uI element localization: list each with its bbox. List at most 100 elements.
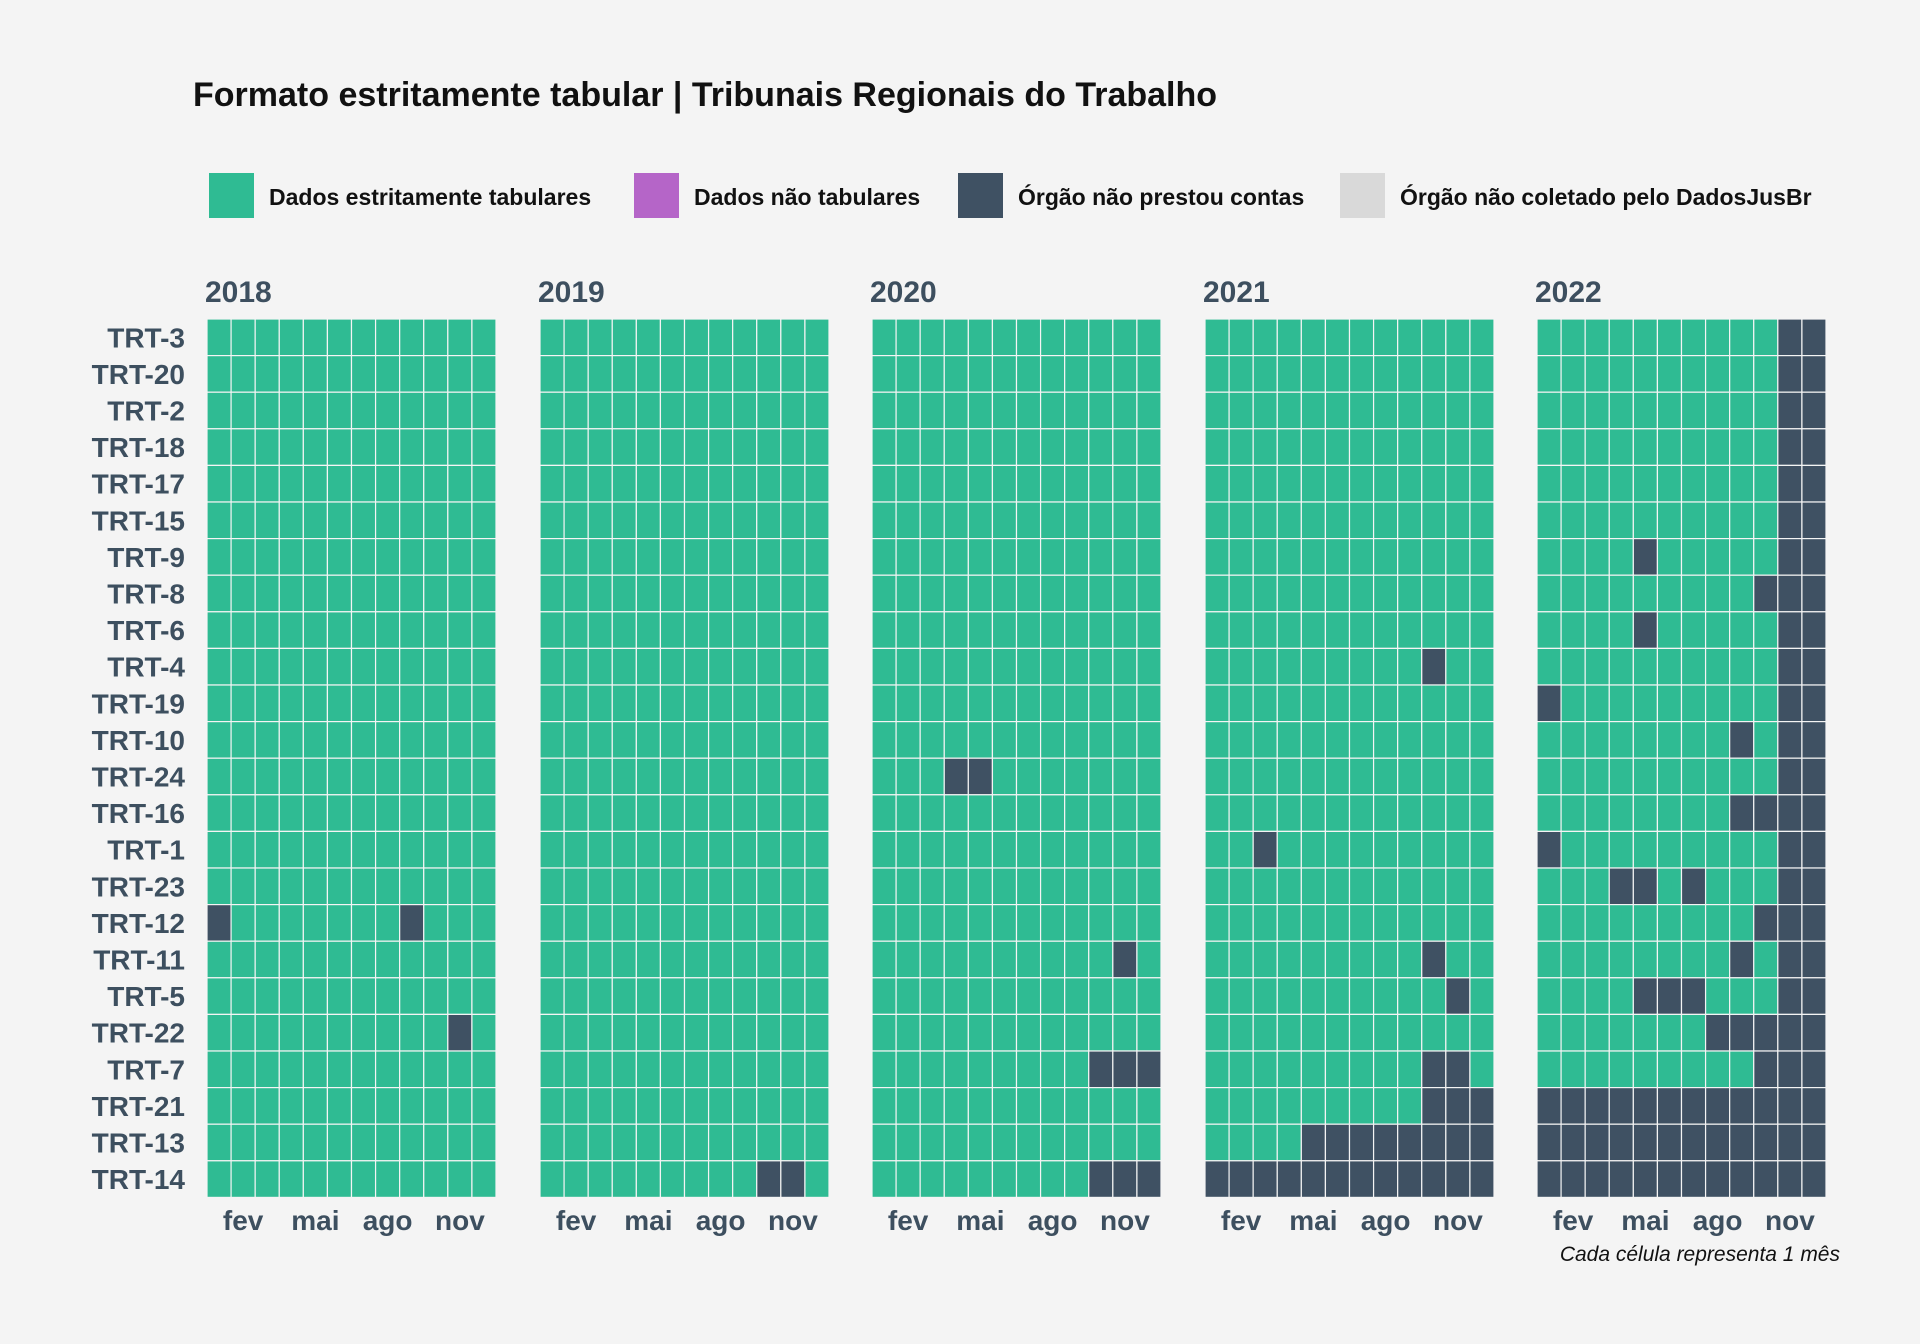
cell-2022-TRT-10-m7 <box>1680 720 1707 759</box>
cell-2020-TRT-22-m6 <box>991 1013 1018 1052</box>
cell-2018-TRT-16-m9 <box>399 794 425 832</box>
cell-2020-TRT-19-m2 <box>895 684 921 723</box>
cell-2019-TRT-13-m12 <box>804 1123 830 1162</box>
cell-2022-TRT-20-m10 <box>1753 355 1779 393</box>
cell-2019-TRT-10-m1 <box>539 720 565 759</box>
cell-2021-TRT-3-m5 <box>1300 318 1327 357</box>
cell-2020-TRT-18-m2 <box>895 428 921 466</box>
cell-2019-TRT-5-m6 <box>659 977 686 1015</box>
cell-2019-TRT-7-m10 <box>756 1050 782 1089</box>
cell-2019-TRT-15-m7 <box>683 501 710 540</box>
cell-2022-TRT-3-m7 <box>1680 318 1707 357</box>
cell-2022-TRT-1-m7 <box>1680 830 1707 869</box>
cell-2020-TRT-9-m4 <box>943 537 969 576</box>
cell-2021-TRT-11-m6 <box>1324 940 1351 979</box>
cell-2019-TRT-19-m10 <box>756 684 782 723</box>
cell-2019-TRT-16-m3 <box>587 794 613 832</box>
cell-2021-TRT-16-m8 <box>1372 794 1399 832</box>
cell-2018-TRT-10-m12 <box>471 720 497 759</box>
legend-label: Dados não tabulares <box>694 184 920 210</box>
cell-2018-TRT-6-m4 <box>278 611 304 649</box>
cell-2021-TRT-1-m12 <box>1469 830 1495 869</box>
cell-2018-TRT-11-m5 <box>302 940 329 979</box>
cell-2022-TRT-6-m3 <box>1584 611 1610 649</box>
cell-2022-TRT-3-m11 <box>1777 318 1803 357</box>
cell-2021-TRT-2-m12 <box>1469 391 1495 430</box>
cell-2018-TRT-4-m8 <box>374 647 401 686</box>
cell-2019-TRT-22-m12 <box>804 1013 830 1052</box>
cell-2018-TRT-4-m6 <box>326 647 353 686</box>
cell-2022-TRT-9-m12 <box>1801 537 1827 576</box>
cell-2019-TRT-3-m9 <box>732 318 758 357</box>
cell-2022-TRT-18-m6 <box>1656 428 1683 466</box>
cell-2020-TRT-13-m5 <box>967 1123 994 1162</box>
cell-2019-TRT-3-m3 <box>587 318 613 357</box>
cell-2019-TRT-23-m8 <box>707 867 734 906</box>
cell-2021-TRT-14-m11 <box>1445 1160 1471 1199</box>
cell-2021-TRT-24-m6 <box>1324 757 1351 796</box>
cell-2021-TRT-22-m7 <box>1348 1013 1375 1052</box>
cell-2019-TRT-8-m9 <box>732 574 758 613</box>
cell-2021-TRT-20-m8 <box>1372 355 1399 393</box>
cell-2019-TRT-22-m8 <box>707 1013 734 1052</box>
cell-2021-TRT-12-m6 <box>1324 903 1351 942</box>
cell-2019-TRT-19-m3 <box>587 684 613 723</box>
cell-2019-TRT-2-m4 <box>611 391 637 430</box>
cell-2022-TRT-18-m10 <box>1753 428 1779 466</box>
cell-2019-TRT-15-m6 <box>659 501 686 540</box>
cell-2019-TRT-21-m9 <box>732 1086 758 1125</box>
cell-2019-TRT-23-m4 <box>611 867 637 906</box>
cell-2022-TRT-5-m4 <box>1608 977 1634 1015</box>
cell-2019-TRT-8-m2 <box>563 574 589 613</box>
cell-2020-TRT-2-m6 <box>991 391 1018 430</box>
cell-2019-TRT-21-m4 <box>611 1086 637 1125</box>
cell-2022-TRT-15-m2 <box>1560 501 1586 540</box>
cell-2018-TRT-7-m7 <box>350 1050 377 1089</box>
cell-2019-TRT-22-m7 <box>683 1013 710 1052</box>
legend-swatch <box>1340 173 1385 218</box>
cell-2022-TRT-13-m12 <box>1801 1123 1827 1162</box>
cell-2020-TRT-7-m11 <box>1112 1050 1138 1089</box>
cell-2020-TRT-23-m10 <box>1088 867 1114 906</box>
cell-2021-TRT-18-m5 <box>1300 428 1327 466</box>
cell-2020-TRT-11-m12 <box>1136 940 1162 979</box>
cell-2019-TRT-11-m8 <box>707 940 734 979</box>
cell-2020-TRT-11-m9 <box>1064 940 1090 979</box>
cell-2019-TRT-5-m10 <box>756 977 782 1015</box>
cell-2019-TRT-13-m3 <box>587 1123 613 1162</box>
cell-2022-TRT-11-m10 <box>1753 940 1779 979</box>
cell-2022-TRT-7-m1 <box>1536 1050 1562 1089</box>
cell-2019-TRT-2-m10 <box>756 391 782 430</box>
cell-2019-TRT-9-m12 <box>804 537 830 576</box>
cell-2019-TRT-24-m8 <box>707 757 734 796</box>
cell-2018-TRT-12-m9 <box>399 903 425 942</box>
cell-2022-TRT-10-m4 <box>1608 720 1634 759</box>
cell-2021-TRT-13-m5 <box>1300 1123 1327 1162</box>
cell-2021-TRT-15-m10 <box>1421 501 1447 540</box>
cell-2019-TRT-14-m1 <box>539 1160 565 1199</box>
cell-2019-TRT-4-m3 <box>587 647 613 686</box>
cell-2020-TRT-18-m5 <box>967 428 994 466</box>
cell-2018-TRT-12-m10 <box>423 903 449 942</box>
cell-2021-TRT-19-m6 <box>1324 684 1351 723</box>
cell-2021-TRT-7-m5 <box>1300 1050 1327 1089</box>
cell-2018-TRT-7-m5 <box>302 1050 329 1089</box>
cell-2020-TRT-14-m1 <box>871 1160 897 1199</box>
cell-2019-TRT-13-m6 <box>659 1123 686 1162</box>
cell-2021-TRT-11-m2 <box>1228 940 1254 979</box>
cell-2021-TRT-12-m10 <box>1421 903 1447 942</box>
cell-2018-TRT-18-m2 <box>230 428 256 466</box>
row-label: TRT-4 <box>107 652 185 683</box>
cell-2020-TRT-21-m10 <box>1088 1086 1114 1125</box>
cell-2019-TRT-4-m6 <box>659 647 686 686</box>
cell-2021-TRT-15-m2 <box>1228 501 1254 540</box>
x-tick-label: fev <box>223 1205 264 1236</box>
cell-2020-TRT-14-m6 <box>991 1160 1018 1199</box>
cell-2022-TRT-5-m11 <box>1777 977 1803 1015</box>
cell-2019-TRT-3-m5 <box>635 318 662 357</box>
cell-2022-TRT-8-m1 <box>1536 574 1562 613</box>
cell-2020-TRT-1-m11 <box>1112 830 1138 869</box>
x-tick-label: fev <box>556 1205 597 1236</box>
cell-2022-TRT-22-m3 <box>1584 1013 1610 1052</box>
cell-2018-TRT-18-m12 <box>471 428 497 466</box>
